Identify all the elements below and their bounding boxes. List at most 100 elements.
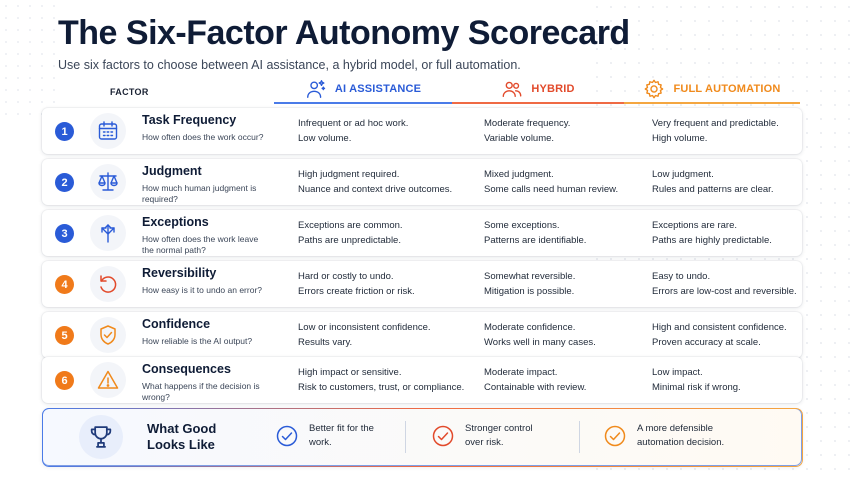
- check-circle-icon: [604, 425, 626, 447]
- cell-ai-assistance: Exceptions are common. Paths are unpredic…: [298, 218, 468, 248]
- cell-hybrid: Moderate confidence. Works well in many c…: [484, 320, 654, 350]
- cell-ai-assistance: High impact or sensitive. Risk to custome…: [298, 365, 468, 395]
- factor-column-header: FACTOR: [110, 87, 149, 97]
- cell-line: Easy to undo.: [652, 271, 711, 282]
- cell-line: Rules and patterns are clear.: [652, 184, 774, 195]
- cell-full-automation: Low impact. Minimal risk if wrong.: [652, 365, 822, 395]
- cell-line: Exceptions are common.: [298, 220, 403, 231]
- factor-icon-wrap: [90, 215, 126, 251]
- cell-line: Errors are low-cost and reversible.: [652, 286, 797, 297]
- cell-full-automation: Low judgment. Rules and patterns are clea…: [652, 167, 822, 197]
- cell-hybrid: Moderate impact. Containable with review.: [484, 365, 654, 395]
- gear-icon: [645, 79, 664, 99]
- factor-question: How easy is it to undo an error?: [142, 285, 263, 295]
- calendar-icon: [98, 121, 118, 140]
- cell-line: Infrequent or ad hoc work.: [298, 118, 409, 129]
- page-title: The Six-Factor Autonomy Scorecard: [58, 14, 630, 52]
- cell-line: Proven accuracy at scale.: [652, 337, 761, 348]
- factor-name: Judgment: [142, 164, 202, 178]
- factor-name: Reversibility: [142, 266, 217, 280]
- cell-ai-assistance: Hard or costly to undo. Errors create fri…: [298, 269, 468, 299]
- what-good-looks-like-title: What Good Looks Like: [147, 421, 217, 452]
- cell-line: Low impact.: [652, 367, 703, 378]
- cell-line: Low volume.: [298, 133, 352, 144]
- cell-ai-assistance: Infrequent or ad hoc work. Low volume.: [298, 116, 468, 146]
- ai-assistant-icon: [306, 80, 326, 98]
- divider: [579, 421, 580, 453]
- cell-line: Results vary.: [298, 337, 353, 348]
- cell-line: Errors create friction or risk.: [298, 286, 415, 297]
- divider: [405, 421, 406, 453]
- column-header-ai-assistance: AI ASSISTANCE: [274, 76, 452, 104]
- cell-line: Some calls need human review.: [484, 184, 619, 195]
- cell-line: Hard or costly to undo.: [298, 271, 394, 282]
- factor-question: How often does the work occur?: [142, 132, 264, 142]
- cell-full-automation: Exceptions are rare. Paths are highly pre…: [652, 218, 822, 248]
- cell-line: Mixed judgment.: [484, 169, 554, 180]
- factor-question: What happens if the decision is wrong?: [142, 381, 260, 402]
- cell-line: Moderate frequency.: [484, 118, 571, 129]
- factor-row-consequences: 6 Consequences What happens if the decis…: [42, 357, 802, 403]
- trophy-icon-wrap: [79, 415, 123, 459]
- factor-icon-wrap: [90, 362, 126, 398]
- cell-hybrid: Moderate frequency. Variable volume.: [484, 116, 654, 146]
- factor-row-exceptions: 3 Exceptions How often does the work lea…: [42, 210, 802, 256]
- factor-number: 2: [55, 173, 74, 192]
- cell-line: Low judgment.: [652, 169, 714, 180]
- cell-line: Variable volume.: [484, 133, 555, 144]
- good-item-better-fit: Better fit for the work.: [275, 422, 379, 450]
- cell-line: Paths are unpredictable.: [298, 235, 401, 246]
- factor-row-judgment: 2 Judgment How much human judgment is re…: [42, 159, 802, 205]
- cell-line: Some exceptions.: [484, 220, 560, 231]
- cell-line: Containable with review.: [484, 382, 587, 393]
- check-circle-icon: [276, 425, 298, 447]
- good-item-defensible-decision: A more defensible automation decision.: [603, 422, 737, 450]
- cell-full-automation: Very frequent and predictable. High volum…: [652, 116, 822, 146]
- check-circle-icon: [432, 425, 454, 447]
- cell-line: Paths are highly predictable.: [652, 235, 772, 246]
- factor-row-task-frequency: 1 Task Frequency How often does the work…: [42, 108, 802, 154]
- factor-row-reversibility: 4 Reversibility How easy is it to undo a…: [42, 261, 802, 307]
- factor-icon-wrap: [90, 317, 126, 353]
- factor-name: Confidence: [142, 317, 211, 331]
- cell-hybrid: Mixed judgment. Some calls need human rev…: [484, 167, 654, 197]
- factor-question: How reliable is the AI output?: [142, 336, 253, 346]
- cell-line: Somewhat reversible.: [484, 271, 576, 282]
- factor-number: 4: [55, 275, 74, 294]
- good-item-text: Better fit for the work.: [309, 423, 374, 448]
- cell-hybrid: Somewhat reversible. Mitigation is possib…: [484, 269, 654, 299]
- cell-line: Works well in many cases.: [484, 337, 596, 348]
- factor-name: Task Frequency: [142, 113, 237, 127]
- branch-arrows-icon: [101, 224, 115, 243]
- factor-question: How often does the work leave the normal…: [142, 234, 259, 255]
- cell-line: Low or inconsistent confidence.: [298, 322, 431, 333]
- cell-line: High judgment required.: [298, 169, 400, 180]
- shield-check-icon: [100, 325, 116, 345]
- factor-name: Exceptions: [142, 215, 209, 229]
- column-header-hybrid: HYBRID: [452, 76, 624, 104]
- page-subtitle: Use six factors to choose between AI ass…: [58, 58, 521, 72]
- factor-number: 6: [55, 371, 74, 390]
- cell-ai-assistance: Low or inconsistent confidence. Results v…: [298, 320, 468, 350]
- people-icon: [502, 81, 522, 98]
- cell-full-automation: Easy to undo. Errors are low-cost and rev…: [652, 269, 822, 299]
- cell-hybrid: Some exceptions. Patterns are identifiabl…: [484, 218, 654, 248]
- cell-ai-assistance: High judgment required. Nuance and contex…: [298, 167, 468, 197]
- factor-number: 5: [55, 326, 74, 345]
- cell-line: High volume.: [652, 133, 708, 144]
- cell-line: High impact or sensitive.: [298, 367, 402, 378]
- scales-icon: [98, 172, 118, 191]
- factor-number: 1: [55, 122, 74, 141]
- cell-full-automation: High and consistent confidence. Proven ac…: [652, 320, 822, 350]
- factor-row-confidence: 5 Confidence How reliable is the AI outp…: [42, 312, 802, 358]
- column-label-ai-assistance: AI ASSISTANCE: [334, 83, 422, 95]
- cell-line: Exceptions are rare.: [652, 220, 738, 231]
- cell-line: Moderate confidence.: [484, 322, 576, 333]
- factor-number: 3: [55, 224, 74, 243]
- dot-pattern-decoration-left: [0, 0, 60, 120]
- factor-icon-wrap: [90, 113, 126, 149]
- trophy-icon: [90, 426, 112, 448]
- cell-line: Minimal risk if wrong.: [652, 382, 741, 393]
- cell-line: Mitigation is possible.: [484, 286, 575, 297]
- cell-line: Very frequent and predictable.: [652, 118, 779, 129]
